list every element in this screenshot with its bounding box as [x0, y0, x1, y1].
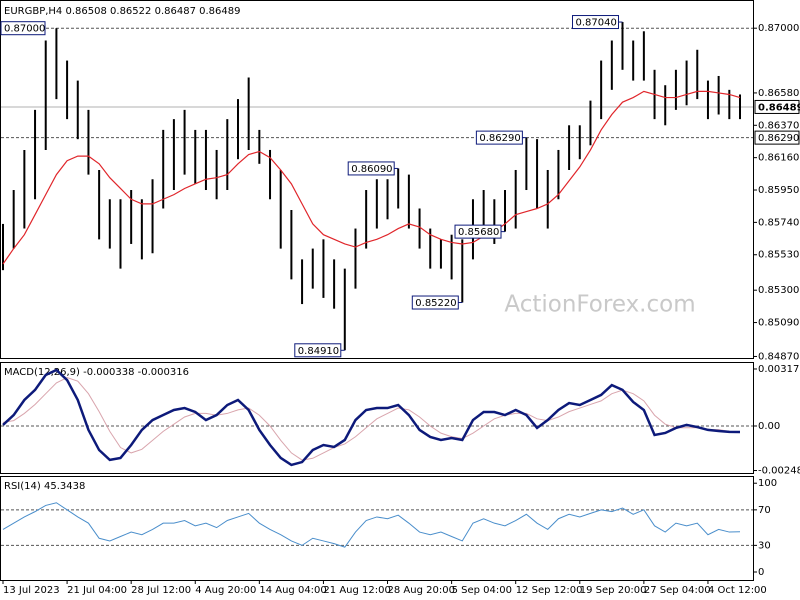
y-tick-label: 0.85950	[758, 185, 799, 196]
y-tick-label: 0.87000	[758, 23, 799, 34]
level-label: 0.86290	[758, 133, 799, 144]
annotation-box	[347, 161, 395, 176]
macd-signal-value: -0.000316	[138, 367, 189, 378]
quote-close: 0.86489	[199, 6, 240, 17]
symbol: EURGBP,H4	[4, 6, 62, 17]
level-label: 0.86489	[758, 102, 800, 113]
macd-panel	[0, 362, 754, 474]
annotation-box	[475, 130, 523, 145]
annotation-label: 0.84910	[298, 346, 339, 357]
level-label: 0.87000	[4, 24, 45, 35]
x-tick-label: 19 Sep 20:00	[580, 585, 647, 596]
x-tick-label: 21 Aug 12:00	[323, 585, 390, 596]
y-tick-label: 0.85530	[758, 250, 799, 261]
y-tick-label: 0.85300	[758, 285, 799, 296]
rsi-title: RSI(14)	[4, 481, 41, 492]
y-tick-label: 0.85740	[758, 217, 799, 228]
macd-header: MACD(12,26,9) -0.000338 -0.000316	[4, 367, 189, 378]
watermark: ActionForex.com	[504, 292, 695, 318]
y-tick-label: 0.00	[758, 421, 780, 432]
annotation-label: 0.85680	[458, 227, 499, 238]
x-tick-label: 12 Sep 12:00	[516, 585, 583, 596]
x-tick-label: 21 Jul 04:00	[67, 585, 127, 596]
quote-open: 0.86508	[65, 6, 106, 17]
macd-title: MACD(12,26,9)	[4, 367, 80, 378]
quote-high: 0.86522	[110, 6, 151, 17]
x-tick-label: 13 Jul 2023	[3, 585, 60, 596]
y-tick-label: 0.003177	[758, 364, 800, 375]
annotation-box	[294, 343, 342, 358]
y-tick-label: 0.86370	[758, 120, 799, 131]
rsi-value: 45.3438	[44, 481, 85, 492]
level-label-box	[754, 130, 800, 145]
y-tick-label: 70	[758, 505, 771, 516]
x-tick-label: 5 Sep 04:00	[452, 585, 512, 596]
annotation-label: 0.86290	[479, 133, 520, 144]
annotation-box	[411, 295, 459, 310]
annotation-label: 0.87040	[576, 18, 617, 29]
y-tick-label: 0.84870	[758, 351, 799, 362]
y-tick-label: 0.86580	[758, 88, 799, 99]
rsi-header: RSI(14) 45.3438	[4, 481, 85, 492]
indicator-line	[2, 502, 741, 548]
price-header: EURGBP,H4 0.86508 0.86522 0.86487 0.8648…	[4, 6, 240, 17]
y-tick-label: 0	[758, 567, 764, 578]
x-tick-label: 4 Aug 20:00	[195, 585, 256, 596]
x-tick-label: 27 Sep 04:00	[644, 585, 711, 596]
macd-value: -0.000338	[83, 367, 134, 378]
annotation-box	[572, 15, 620, 30]
rsi-panel	[0, 476, 754, 581]
quote-low: 0.86487	[155, 6, 196, 17]
annotation-label: 0.86090	[351, 164, 392, 175]
y-tick-label: -0.002482	[758, 466, 800, 477]
x-tick-label: 14 Aug 04:00	[259, 585, 326, 596]
moving-average	[2, 90, 741, 265]
y-tick-label: 0.86160	[758, 153, 799, 164]
y-tick-label: 30	[758, 540, 771, 551]
y-tick-label: 0.85090	[758, 318, 799, 329]
indicator-line	[2, 368, 741, 467]
x-tick-label: 4 Oct 12:00	[708, 585, 767, 596]
x-tick-label: 28 Aug 20:00	[388, 585, 455, 596]
annotation-box	[454, 224, 502, 239]
y-tick-label: 100	[758, 478, 777, 489]
annotation-label: 0.85220	[415, 298, 456, 309]
level-label-box	[0, 21, 46, 36]
x-tick-label: 28 Jul 12:00	[131, 585, 191, 596]
level-label-box	[754, 99, 800, 114]
